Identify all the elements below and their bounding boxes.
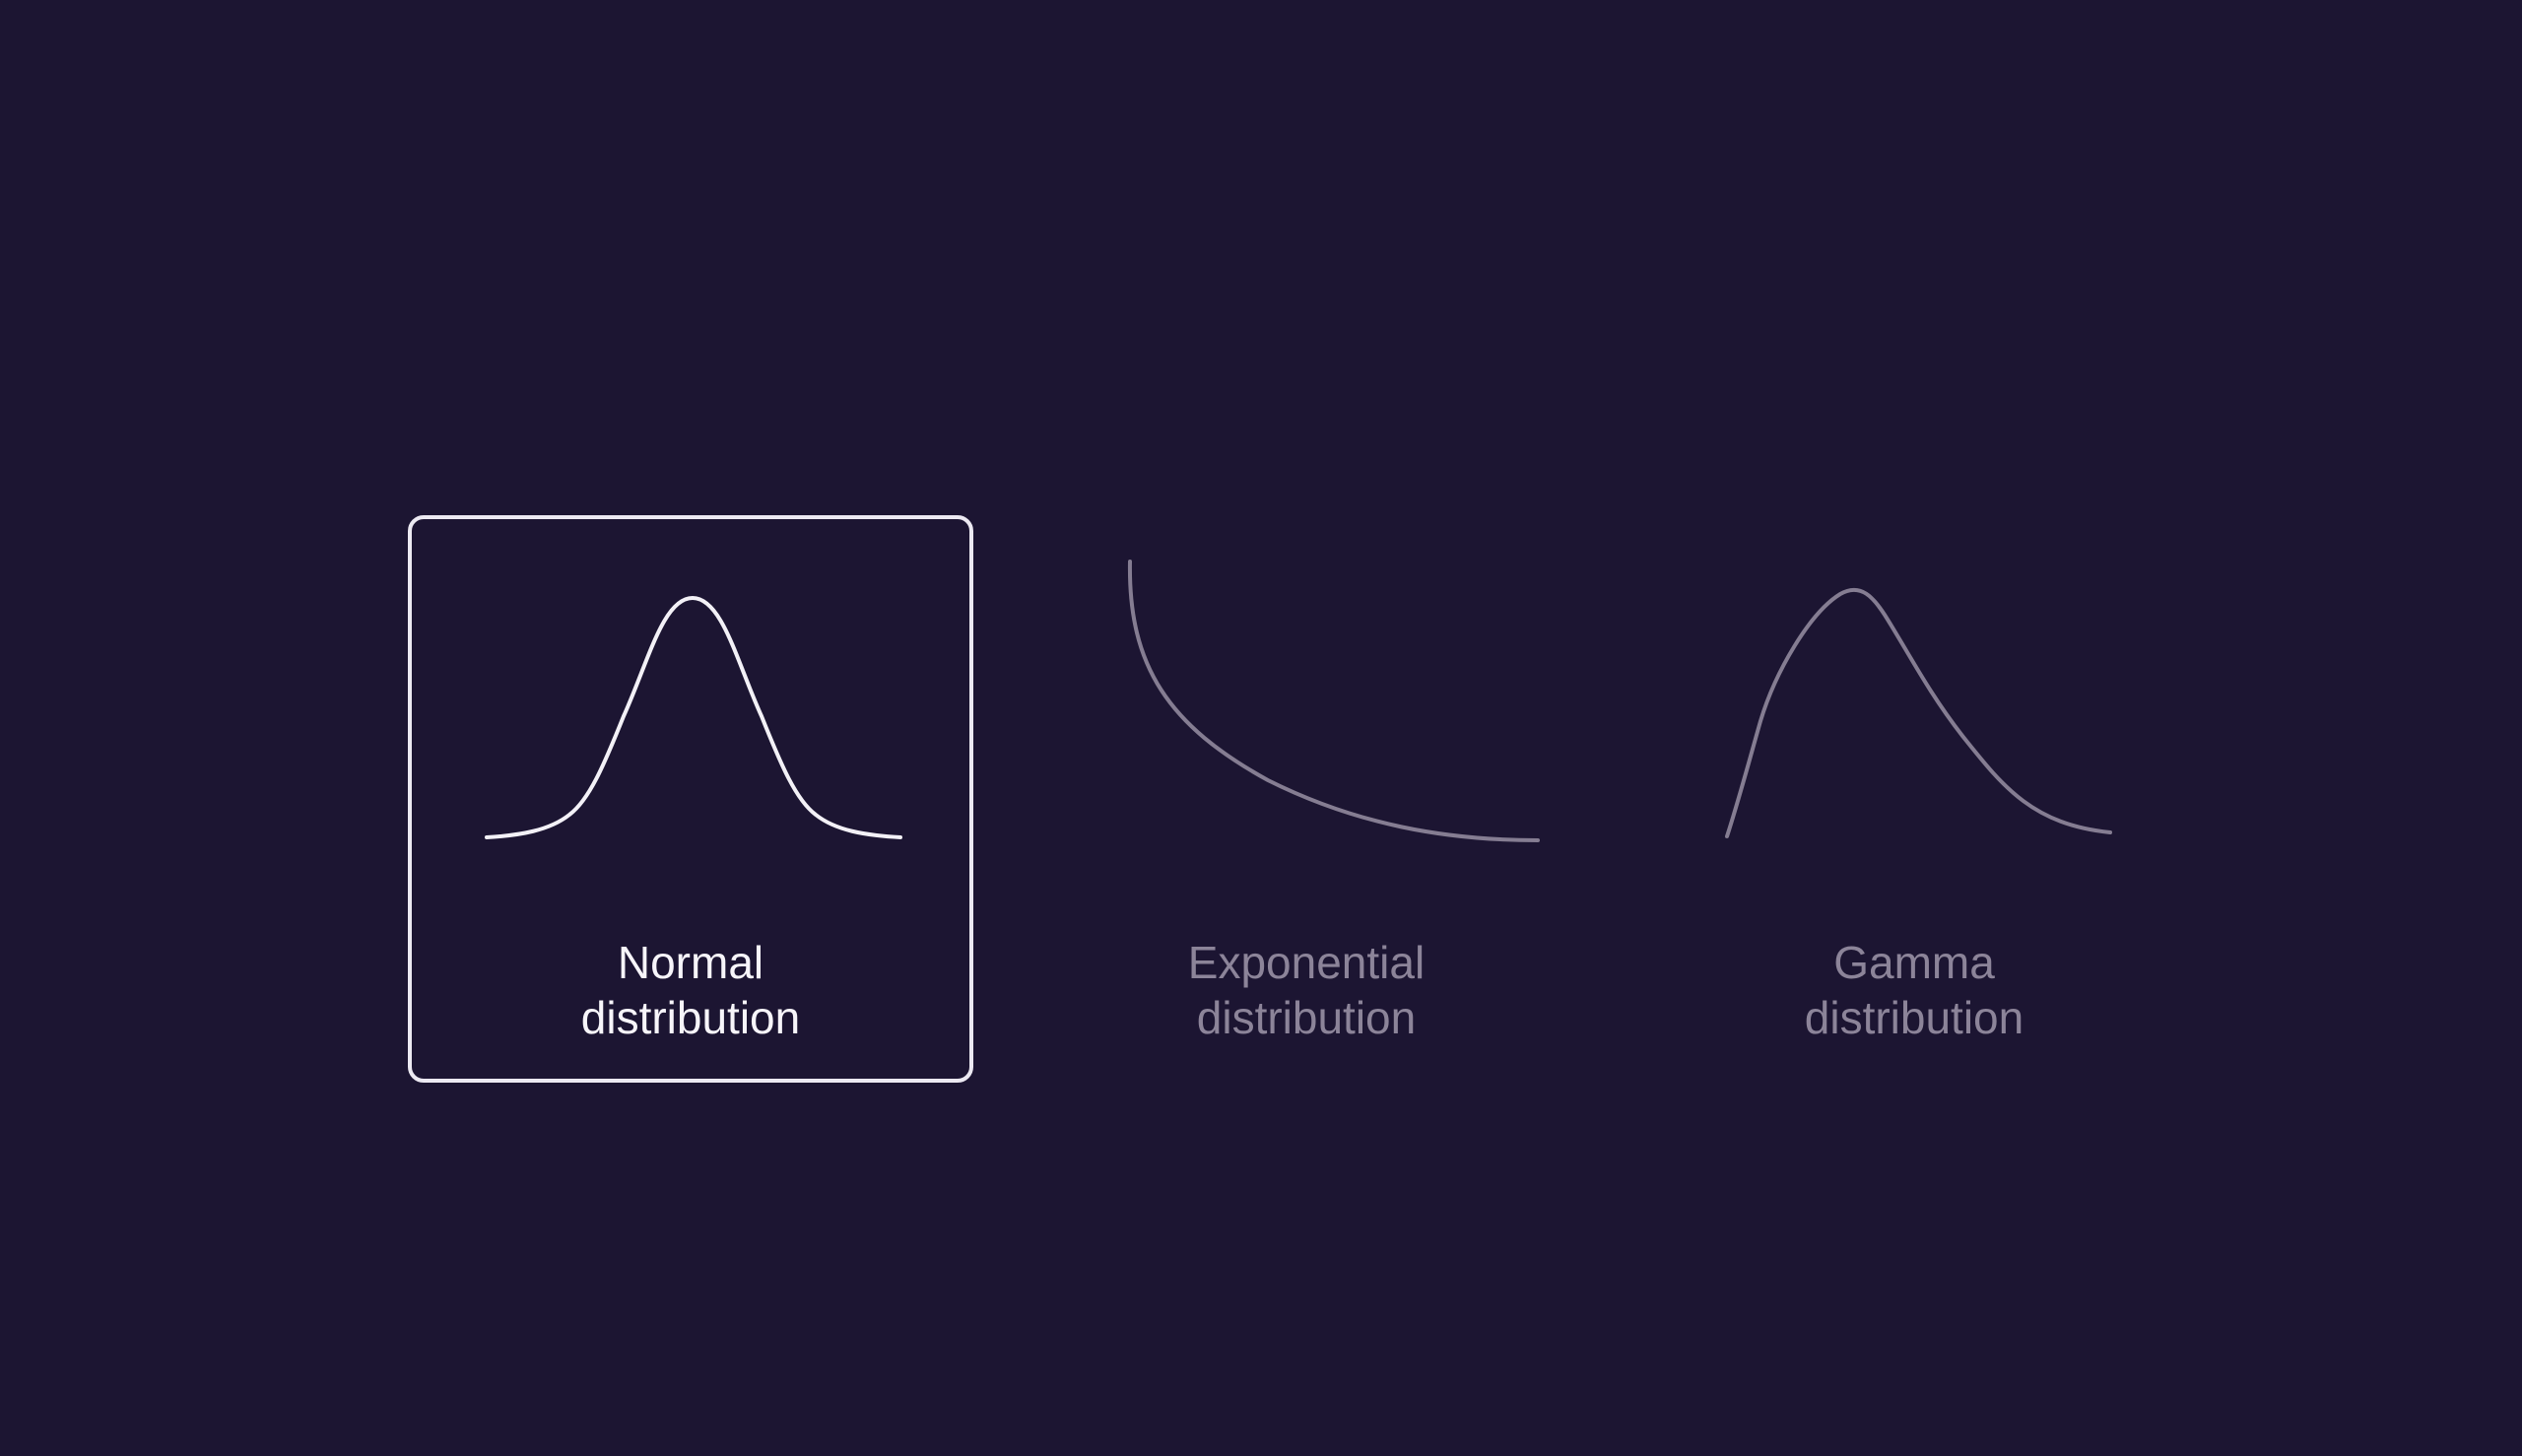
option-exponential-distribution[interactable]: Exponential distribution	[1018, 515, 1583, 1083]
option-label: Gamma distribution	[1804, 937, 2024, 1043]
exponential-distribution-curve-icon	[1127, 560, 1540, 842]
normal-distribution-curve-icon	[485, 596, 902, 839]
option-label: Exponential distribution	[1187, 937, 1426, 1043]
option-normal-distribution[interactable]: Normal distribution	[408, 515, 973, 1083]
gamma-distribution-curve-icon	[1725, 587, 2112, 838]
option-label: Normal distribution	[580, 937, 801, 1043]
option-gamma-distribution[interactable]: Gamma distribution	[1628, 515, 2194, 1083]
